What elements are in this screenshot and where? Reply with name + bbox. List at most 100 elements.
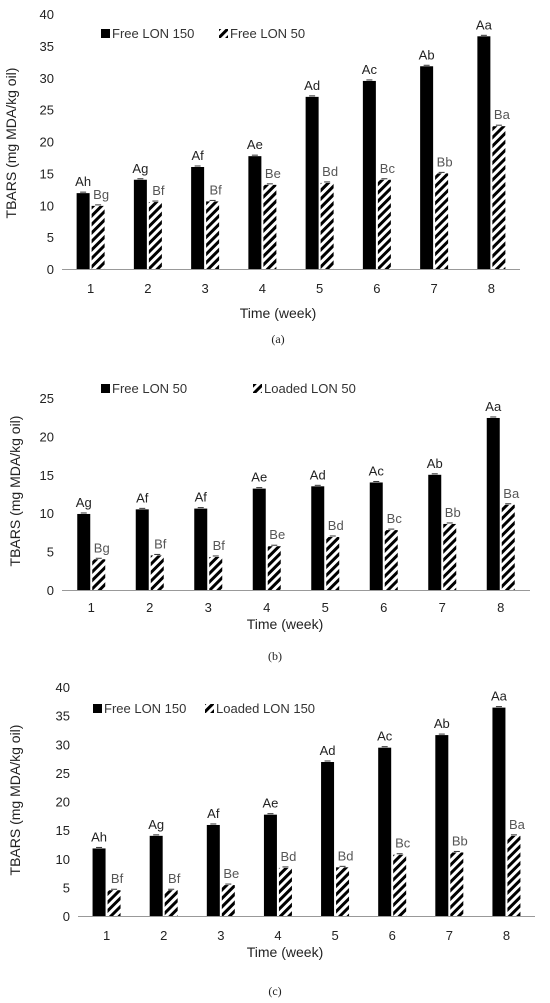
y-tick-label-a: 5 — [47, 230, 54, 245]
bar-b-series2 — [92, 559, 106, 590]
bar-b-series2 — [267, 546, 281, 590]
y-tick-label-c: 30 — [56, 737, 70, 752]
data-label-a: Ah — [75, 174, 91, 189]
data-label-c: Bb — [452, 833, 468, 848]
x-tick-label-b: 8 — [497, 600, 504, 615]
data-label-c: Bf — [168, 871, 181, 886]
data-label-b: Aa — [485, 399, 502, 414]
data-label-b: Af — [136, 490, 149, 505]
bar-b-series2 — [384, 530, 398, 590]
y-tick-label-a: 30 — [40, 71, 54, 86]
data-label-b: Bg — [94, 540, 110, 555]
legend-swatch-a — [101, 29, 110, 38]
bar-b-series1 — [486, 417, 500, 590]
legend-swatch-c — [205, 704, 214, 713]
data-label-b: Bf — [213, 538, 226, 553]
bar-b-series2 — [443, 523, 457, 590]
bar-c-series2 — [393, 854, 407, 916]
bar-c-series1 — [378, 747, 392, 916]
bar-c-series1 — [92, 848, 106, 916]
x-tick-label-b: 3 — [205, 600, 212, 615]
data-label-b: Af — [195, 490, 208, 505]
bar-b-series2 — [326, 537, 340, 590]
legend-swatch-a — [219, 29, 228, 38]
bar-a-series1 — [420, 66, 434, 270]
data-label-c: Bf — [111, 871, 124, 886]
y-tick-label-c: 0 — [63, 909, 70, 924]
bar-c-series1 — [263, 814, 277, 916]
bar-a-series2 — [91, 205, 105, 269]
legend-label-a: Free LON 150 — [112, 26, 194, 41]
legend-label-b: Free LON 50 — [112, 381, 187, 396]
data-label-a: Ad — [304, 78, 320, 93]
data-label-c: Ah — [91, 829, 107, 844]
x-axis-title-a: Time (week) — [240, 305, 317, 321]
data-label-a: Ag — [132, 161, 148, 176]
x-tick-label-b: 2 — [146, 600, 153, 615]
bar-c-series2 — [507, 835, 521, 916]
bar-c-series2 — [278, 867, 292, 916]
x-axis-title-b: Time (week) — [247, 616, 324, 632]
bar-c-series1 — [435, 735, 449, 916]
x-tick-label-b: 6 — [380, 600, 387, 615]
data-label-c: Ba — [509, 817, 526, 832]
bar-b-series1 — [311, 486, 325, 590]
x-tick-label-a: 5 — [316, 281, 323, 296]
data-label-c: Ag — [148, 817, 164, 832]
legend-label-c: Loaded LON 150 — [216, 701, 315, 716]
data-label-c: Ab — [434, 716, 450, 731]
x-tick-label-a: 1 — [87, 281, 94, 296]
bar-a-series1 — [305, 96, 319, 269]
data-label-c: Ad — [320, 743, 336, 758]
data-label-b: Ae — [251, 470, 267, 485]
data-label-b: Bd — [328, 518, 344, 533]
y-tick-label-c: 10 — [56, 852, 70, 867]
bar-a-series1 — [362, 80, 376, 269]
x-tick-label-a: 8 — [488, 281, 495, 296]
data-label-a: Bg — [93, 187, 109, 202]
x-tick-label-b: 4 — [263, 600, 270, 615]
y-tick-label-b: 25 — [40, 391, 54, 406]
data-label-b: Bb — [445, 505, 461, 520]
data-label-a: Be — [265, 166, 281, 181]
bar-b-series1 — [77, 513, 91, 590]
data-label-b: Ad — [310, 467, 326, 482]
y-tick-label-a: 15 — [40, 166, 54, 181]
y-tick-label-b: 15 — [40, 468, 54, 483]
x-tick-label-a: 4 — [259, 281, 266, 296]
x-tick-label-c: 5 — [331, 928, 338, 943]
y-axis-title-a: TBARS (mg MDA/kg oil) — [3, 68, 19, 219]
bar-b-series1 — [135, 509, 149, 590]
bar-b-series1 — [252, 488, 266, 590]
x-tick-label-c: 4 — [274, 928, 281, 943]
y-tick-label-c: 35 — [56, 709, 70, 724]
bar-a-series1 — [191, 167, 205, 269]
y-tick-label-a: 25 — [40, 103, 54, 118]
x-axis-title-c: Time (week) — [247, 944, 324, 960]
x-tick-label-c: 1 — [103, 928, 110, 943]
data-label-b: Ab — [427, 456, 443, 471]
bar-c-series2 — [164, 890, 178, 916]
x-tick-label-c: 2 — [160, 928, 167, 943]
bar-c-series2 — [450, 852, 464, 916]
bar-a-series2 — [148, 202, 162, 269]
bar-c-series2 — [107, 890, 121, 916]
data-label-b: Bc — [387, 511, 403, 526]
data-label-a: Aa — [476, 17, 493, 32]
x-tick-label-a: 7 — [431, 281, 438, 296]
y-tick-label-a: 40 — [40, 7, 54, 22]
bar-a-series2 — [263, 184, 277, 269]
y-tick-label-b: 20 — [40, 429, 54, 444]
bar-c-series1 — [492, 707, 506, 916]
bar-b-series2 — [209, 556, 223, 590]
bar-a-series2 — [206, 201, 220, 269]
bar-a-series2 — [320, 182, 334, 269]
data-label-b: Ag — [76, 495, 92, 510]
bar-c-series1 — [149, 835, 163, 916]
x-tick-label-c: 7 — [446, 928, 453, 943]
y-tick-label-a: 20 — [40, 135, 54, 150]
data-label-b: Bf — [154, 536, 167, 551]
